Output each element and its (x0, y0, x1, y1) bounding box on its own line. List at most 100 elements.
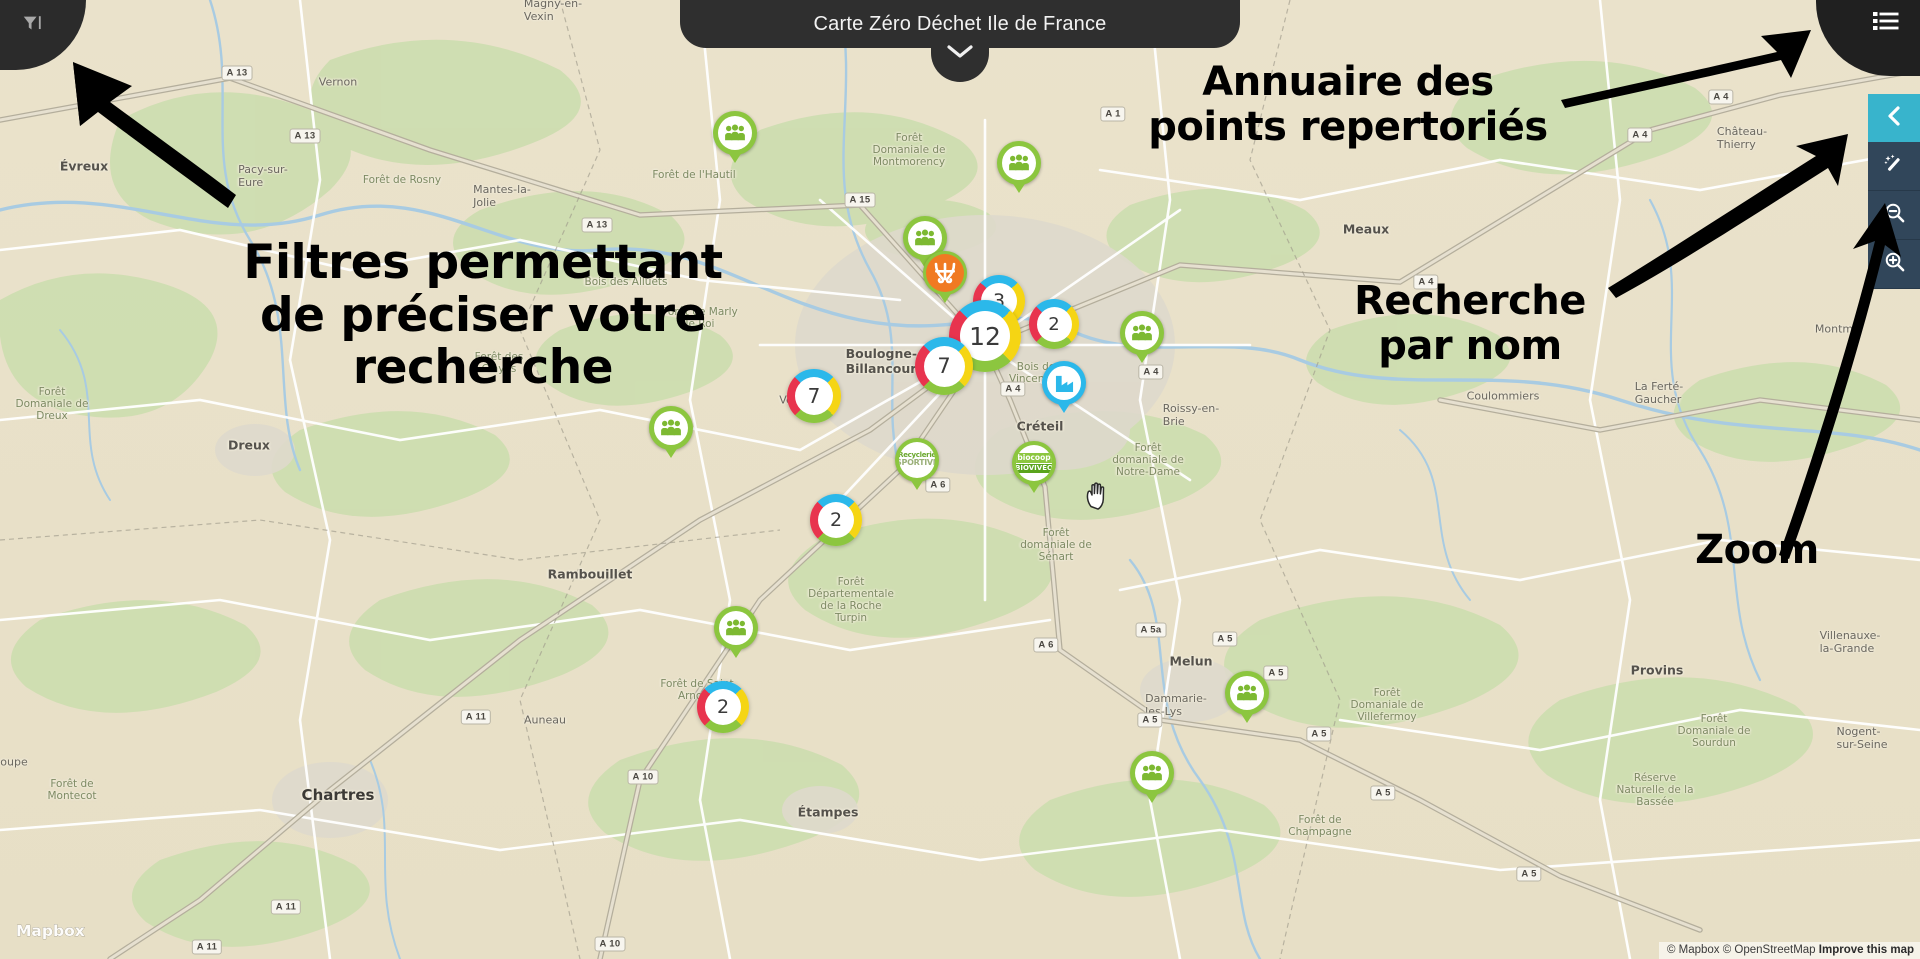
road-shield: A 4 (1138, 364, 1164, 380)
map-label: Magny-en- Vexin (523, 0, 583, 23)
map-label: Forêt de l'Hautil (652, 169, 736, 181)
annotation-annuaire: Annuaire des points repertoriés (1148, 59, 1548, 150)
annotation-arrow-annuaire (1561, 30, 1811, 108)
improve-map-link[interactable]: Improve this map (1818, 944, 1914, 956)
map-pin-group[interactable] (1120, 311, 1164, 355)
map-label: Melun (1169, 653, 1213, 669)
annotation-arrow-zoom (1779, 203, 1901, 559)
road-shield: A 5 (1263, 665, 1289, 681)
map-label: Vernon (318, 75, 358, 89)
pin-body (1225, 671, 1269, 715)
cluster-marker[interactable]: 2 (697, 681, 749, 733)
logo-line-1: biocoop (1016, 452, 1052, 463)
filter-funnel-icon (21, 13, 43, 40)
road-shield: A 13 (581, 217, 613, 233)
cluster-count: 7 (923, 345, 965, 387)
road-shield: A 4 (1413, 274, 1439, 290)
annotation-arrow-filtres (73, 62, 236, 208)
map-label: Auneau (524, 713, 566, 727)
road-shield: A 11 (270, 899, 302, 915)
cluster-marker[interactable]: 2 (1029, 299, 1079, 349)
annotation-filtres: Filtres permettant de préciser votre rec… (243, 235, 723, 396)
cluster-count: 12 (960, 311, 1010, 361)
map-label: Réserve Naturelle de la Bassée (1616, 772, 1694, 808)
map-label: La Ferté- Gaucher (1634, 380, 1684, 406)
map-label: Bois des Alluets (584, 276, 668, 288)
recyclerie-sportive-logo: RecyclerieSPORTIVE (899, 442, 935, 478)
annotation-recherche: Recherche par nom (1354, 278, 1586, 369)
cluster-count: 7 (795, 377, 833, 415)
people-group-icon (1002, 146, 1036, 180)
chevron-left-icon (1885, 105, 1903, 132)
cluster-ring: 7 (787, 369, 841, 423)
map-label: Château- Thierry (1716, 125, 1768, 151)
map-pin-brand-logo[interactable] (923, 251, 967, 295)
people-group-icon (654, 411, 688, 445)
attribution-text: © Mapbox © OpenStreetMap (1666, 944, 1819, 956)
map-label: Rambouillet (547, 566, 633, 582)
cluster-count: 2 (1036, 306, 1072, 342)
collapse-panel-button[interactable] (1868, 94, 1920, 142)
people-group-icon (718, 116, 752, 150)
magic-wand-button[interactable] (1868, 142, 1920, 191)
pin-body (713, 111, 757, 155)
cluster-marker[interactable]: 2 (810, 494, 862, 546)
pin-body: RecyclerieSPORTIVE (895, 438, 939, 482)
people-group-icon (908, 221, 942, 255)
pin-body (923, 251, 967, 295)
pin-body (649, 406, 693, 450)
road-shield: A 5 (1370, 785, 1396, 801)
biocoop-bioviveo-logo: biocoop BIOVIVÉO (1016, 445, 1052, 481)
map-pin-group[interactable] (1225, 671, 1269, 715)
map-label: Montm (1814, 322, 1854, 336)
cluster-marker[interactable]: 7 (787, 369, 841, 423)
map-label: Créteil (1016, 418, 1064, 434)
map-pin-group[interactable] (1130, 751, 1174, 795)
map-label: Roissy-en- Brie (1162, 402, 1220, 428)
map-pin-group[interactable] (714, 606, 758, 650)
road-shield: A 5a (1135, 622, 1167, 638)
map-pin-brand-recyclerie[interactable]: RecyclerieSPORTIVE (895, 438, 939, 482)
cluster-marker[interactable]: 7 (915, 337, 973, 395)
road-shield: A 4 (1627, 127, 1653, 143)
map-label: Dreux (228, 437, 270, 453)
map-label: Bois des Alluets (584, 276, 668, 288)
map-label: Évreux (59, 158, 109, 174)
directory-button[interactable] (1864, 2, 1908, 44)
filters-button[interactable] (10, 6, 54, 46)
map-label: Nogent- sur-Seine (1836, 725, 1888, 751)
map-pin-group[interactable] (997, 141, 1041, 185)
logo-line-2: SPORTIVE (899, 458, 935, 468)
factory-icon (1047, 366, 1081, 400)
road-shield: A 5 (1516, 866, 1542, 882)
road-shield: A 10 (594, 936, 626, 952)
map-label: oupe (0, 755, 28, 769)
map-pin-factory[interactable] (1042, 361, 1086, 405)
cluster-ring: 7 (915, 337, 973, 395)
cluster-count: 2 (705, 689, 741, 725)
pin-body (997, 141, 1041, 185)
annotation-arrow-recherche (1608, 134, 1848, 298)
mapbox-logo[interactable]: Mapbox (14, 920, 100, 947)
map-pin-brand-biocoop[interactable]: biocoop BIOVIVÉO (1012, 441, 1056, 485)
road-shield: A 1 (1100, 106, 1126, 122)
map-label: Forêt Domaniale de Sourdun (1677, 713, 1751, 749)
map-label: Forêt Départementale de la Roche Turpin (808, 576, 894, 624)
map-pin-group[interactable] (713, 111, 757, 155)
map-pin-group[interactable] (649, 406, 693, 450)
map-attribution: © Mapbox © OpenStreetMap Improve this ma… (1658, 942, 1920, 959)
map-label: Coulommiers (1466, 389, 1540, 403)
map-label: Forêt Domaniale de Villefermoy (1350, 687, 1424, 723)
pin-body (1120, 311, 1164, 355)
road-shield: A 4 (1708, 89, 1734, 105)
annotation-zoom: Zoom (1695, 527, 1819, 573)
map-label: Boulogne- Billancourt (845, 346, 923, 376)
map-label: Provins (1630, 662, 1684, 678)
road-shield: A 10 (627, 769, 659, 785)
map-label: Forêt des Clayes (474, 351, 524, 375)
map-label: Meaux (1342, 221, 1390, 237)
pin-body (714, 606, 758, 650)
magic-wand-icon (1883, 153, 1905, 180)
map-label: Forêt de Champagne (1288, 814, 1352, 838)
